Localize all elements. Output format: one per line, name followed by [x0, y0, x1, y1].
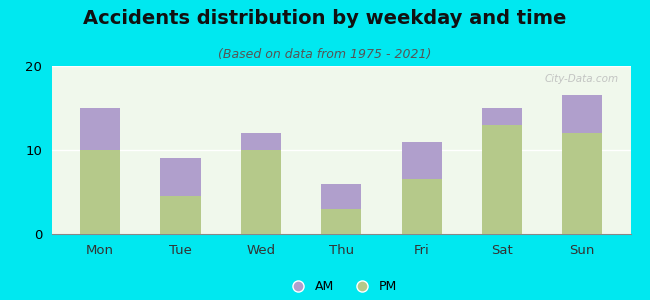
Bar [402, 179, 442, 234]
Text: Accidents distribution by weekday and time: Accidents distribution by weekday and ti… [83, 9, 567, 28]
Bar [321, 184, 361, 209]
Legend: AM, PM: AM, PM [280, 275, 402, 298]
Bar [161, 196, 201, 234]
Bar [562, 133, 603, 234]
Bar [562, 95, 603, 133]
Bar [402, 142, 442, 179]
Bar [161, 158, 201, 196]
Bar [482, 108, 522, 125]
Bar [80, 150, 120, 234]
Bar [482, 125, 522, 234]
Bar [240, 133, 281, 150]
Bar [240, 150, 281, 234]
Text: City-Data.com: City-Data.com [545, 74, 619, 84]
Bar [321, 209, 361, 234]
Text: (Based on data from 1975 - 2021): (Based on data from 1975 - 2021) [218, 48, 432, 61]
Bar [80, 108, 120, 150]
